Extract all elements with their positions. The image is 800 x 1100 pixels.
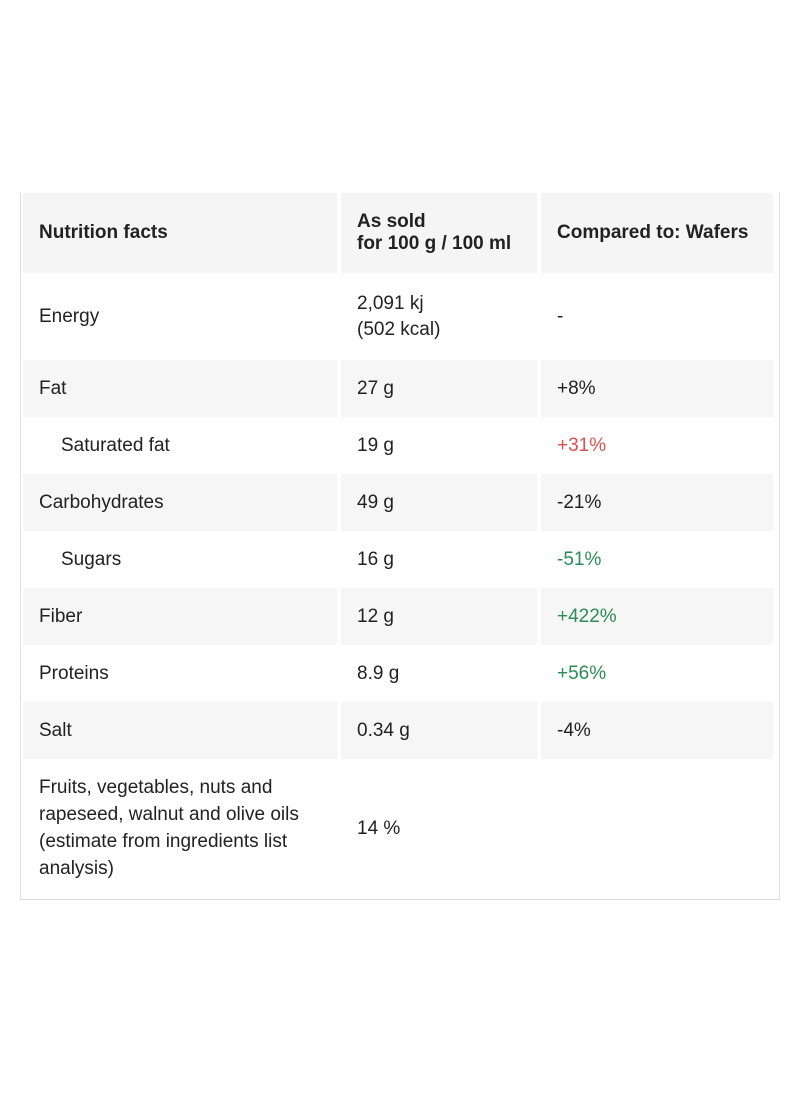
table-row: Carbohydrates 49 g -21% [23, 474, 773, 531]
row-name: Energy [39, 305, 100, 327]
row-name: Proteins [39, 662, 109, 684]
row-name: Salt [23, 702, 337, 759]
row-compare: -4% [541, 702, 773, 759]
table-row: Fiber 12 g +422% [23, 588, 773, 645]
row-name: Fruits, vegetables, nuts and rapeseed, w… [39, 777, 299, 879]
energy-kj: 2,091 kj [357, 292, 424, 314]
header-as-sold-line2: for 100 g / 100 ml [357, 233, 512, 254]
row-value: 12 g [341, 588, 537, 645]
table-row: Proteins 8.9 g +56% [23, 645, 773, 702]
row-name: Carbohydrates [23, 474, 337, 531]
row-compare: +422% [541, 588, 773, 645]
row-value: 14 % [357, 817, 401, 839]
header-as-sold-line1: As sold [357, 211, 426, 232]
row-name: Sugars [61, 548, 122, 570]
header-as-sold: As sold for 100 g / 100 ml [341, 193, 537, 273]
header-compared: Compared to: Wafers [541, 193, 773, 273]
table-row: Fruits, vegetables, nuts and rapeseed, w… [23, 759, 773, 897]
row-compare: +8% [541, 360, 773, 417]
row-value: 8.9 g [357, 662, 400, 684]
row-compare [541, 759, 773, 897]
nutrition-table: Nutrition facts As sold for 100 g / 100 m… [20, 193, 780, 900]
row-compare: -21% [541, 474, 773, 531]
header-row: Nutrition facts As sold for 100 g / 100 m… [23, 193, 773, 273]
row-compare: - [557, 305, 564, 327]
row-value: 49 g [341, 474, 537, 531]
energy-kcal: (502 kcal) [357, 318, 441, 340]
table-row: Salt 0.34 g -4% [23, 702, 773, 759]
row-value: 19 g [357, 434, 394, 456]
table-row: Fat 27 g +8% [23, 360, 773, 417]
table-row: Energy 2,091 kj (502 kcal) - [23, 273, 773, 360]
row-value: 2,091 kj (502 kcal) [341, 273, 537, 360]
row-compare: +56% [557, 662, 607, 684]
row-name: Saturated fat [61, 434, 170, 456]
table-row: Saturated fat 19 g +31% [23, 417, 773, 474]
row-compare: +31% [557, 434, 607, 456]
row-value: 0.34 g [341, 702, 537, 759]
row-value: 16 g [357, 548, 394, 570]
table-row: Sugars 16 g -51% [23, 531, 773, 588]
header-nutrition-facts: Nutrition facts [23, 193, 337, 273]
row-name: Fiber [23, 588, 337, 645]
row-value: 27 g [341, 360, 537, 417]
row-compare: -51% [557, 548, 602, 570]
row-name: Fat [23, 360, 337, 417]
